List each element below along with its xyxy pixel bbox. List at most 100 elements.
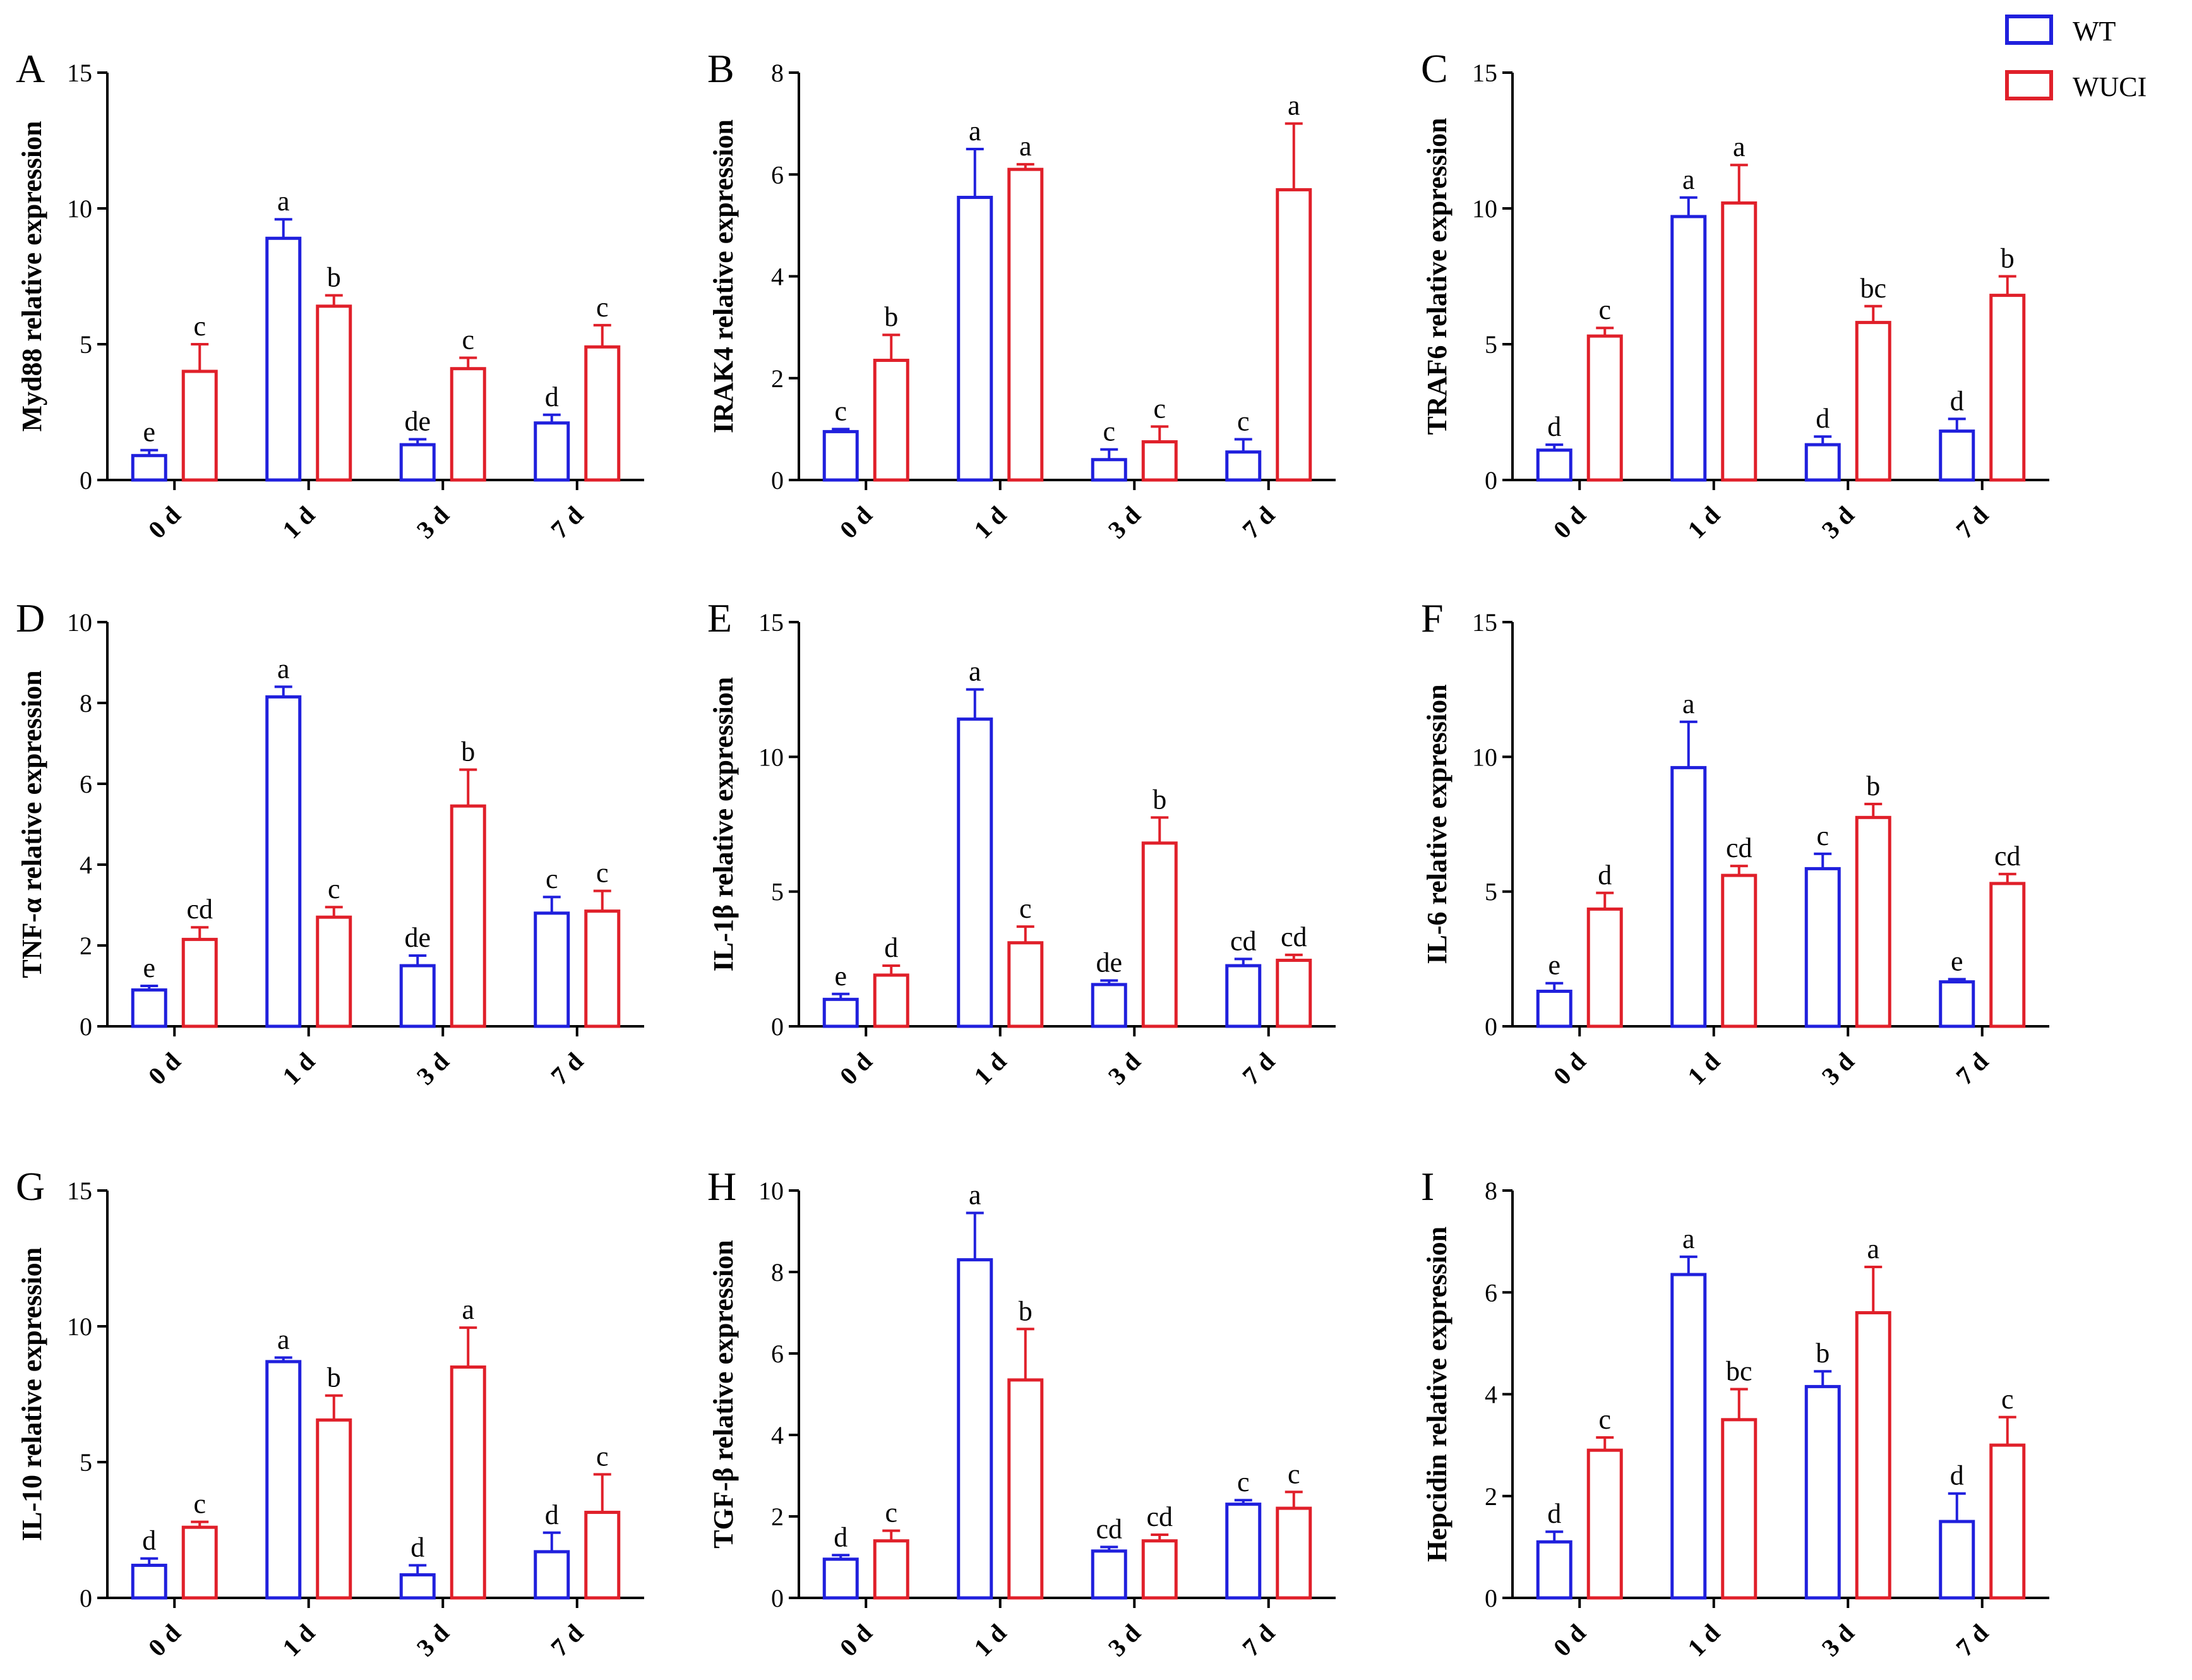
y-tick-label-f: 5 — [1485, 878, 1497, 906]
significance-label-wuci-c: bc — [1860, 273, 1886, 304]
bar-wuci-g — [181, 1525, 218, 1600]
panel-e: E IL-1β relative expression 0 5 10 15 0 d e d 1 d… — [707, 596, 1336, 1090]
bar-wuci-a — [181, 369, 218, 482]
x-tick-label-f: 1 d — [1682, 1047, 1725, 1091]
significance-label-wuci-f: b — [1866, 771, 1880, 801]
bar-wt-a — [399, 443, 436, 482]
significance-label-wuci-c: b — [2001, 243, 2015, 274]
y-tick-label-c: 15 — [1472, 59, 1497, 87]
bar-wt-h — [1225, 1503, 1262, 1600]
significance-label-wuci-g: b — [327, 1362, 341, 1393]
y-tick-label-i: 8 — [1485, 1177, 1497, 1205]
panel-letter-i: I — [1421, 1164, 1434, 1209]
y-tick-label-h: 8 — [771, 1258, 784, 1287]
y-tick-label-e: 10 — [758, 743, 784, 771]
bar-wt-g — [265, 1360, 302, 1600]
x-tick-label-h: 7 d — [1237, 1619, 1280, 1662]
significance-label-wt-f: a — [1682, 688, 1695, 719]
significance-label-wt-h: d — [834, 1521, 847, 1552]
significance-label-wuci-d: c — [596, 858, 609, 889]
significance-label-wuci-a: b — [327, 262, 341, 293]
bar-wuci-g — [450, 1365, 486, 1600]
significance-label-wuci-a: c — [596, 292, 609, 323]
significance-label-wt-b: a — [969, 116, 981, 147]
bar-wt-e — [1091, 983, 1127, 1028]
x-tick-label-h: 1 d — [968, 1619, 1012, 1662]
x-tick-label-a: 1 d — [277, 501, 320, 544]
bar-wt-h — [1091, 1549, 1127, 1600]
bar-wuci-c — [1989, 294, 2026, 482]
significance-label-wuci-b: a — [1288, 90, 1300, 121]
bar-wt-f — [1536, 990, 1572, 1028]
significance-label-wuci-d: c — [328, 873, 340, 904]
significance-label-wt-e: a — [969, 656, 981, 687]
x-tick-label-e: 0 d — [834, 1047, 878, 1091]
y-tick-label-f: 10 — [1472, 743, 1497, 771]
bar-wuci-b — [873, 359, 909, 482]
y-axis-title-a: Myd88 relative expression — [16, 121, 47, 431]
bar-wt-b — [957, 196, 993, 482]
x-tick-label-d: 7 d — [545, 1047, 589, 1091]
panel-letter-g: G — [16, 1164, 45, 1209]
y-axis-title-e: IL-1β relative expression — [708, 677, 739, 971]
bar-wt-d — [265, 695, 302, 1028]
bar-wuci-h — [873, 1539, 909, 1600]
bar-wt-i — [1804, 1384, 1841, 1600]
panel-letter-d: D — [16, 596, 45, 640]
bar-wuci-d — [450, 804, 486, 1028]
bar-wuci-c — [1586, 334, 1623, 482]
significance-label-wuci-h: c — [885, 1497, 897, 1528]
bar-wuci-a — [316, 304, 352, 482]
significance-label-wt-g: d — [410, 1532, 424, 1563]
bar-wt-h — [822, 1557, 859, 1600]
significance-label-wt-g: a — [277, 1324, 290, 1355]
y-tick-label-g: 15 — [67, 1177, 92, 1205]
bar-wuci-i — [1989, 1443, 2026, 1600]
legend-item-wuci: WUCI — [2005, 70, 2147, 102]
y-tick-label-f: 0 — [1485, 1012, 1497, 1041]
significance-label-wt-a: d — [545, 381, 559, 412]
panel-d: D TNF-α relative expression 0 2 4 6 8 10 0 d ecd 1… — [16, 596, 644, 1090]
significance-label-wt-f: e — [1951, 945, 1963, 976]
significance-label-wuci-f: d — [1598, 860, 1612, 891]
legend-label-wt: WT — [2073, 16, 2116, 47]
panel-letter-b: B — [707, 46, 734, 91]
significance-label-wt-e: cd — [1230, 925, 1257, 956]
significance-label-wt-i: a — [1682, 1223, 1695, 1254]
significance-label-wuci-e: b — [1153, 784, 1166, 815]
y-tick-label-b: 6 — [771, 160, 784, 189]
x-tick-label-e: 1 d — [968, 1047, 1012, 1091]
y-axis-title-g: IL-10 relative expression — [16, 1247, 47, 1541]
bar-wt-b — [1225, 450, 1262, 482]
legend-item-wt: WT — [2005, 15, 2116, 47]
significance-label-wuci-a: c — [462, 325, 474, 356]
significance-label-wt-f: c — [1816, 820, 1829, 851]
x-tick-label-h: 0 d — [834, 1619, 878, 1662]
panel-f: F IL-6 relative expression 0 5 10 15 0 d e d 1 d a… — [1421, 596, 2049, 1090]
legend: WT WUCI — [2005, 15, 2147, 102]
significance-label-wuci-b: c — [1153, 393, 1166, 424]
significance-label-wt-b: c — [834, 395, 847, 426]
bar-wt-d — [399, 964, 436, 1028]
significance-label-wt-h: c — [1237, 1467, 1250, 1497]
significance-label-wuci-g: c — [193, 1489, 206, 1520]
bar-wt-c — [1670, 215, 1707, 482]
bar-wuci-e — [873, 973, 909, 1028]
y-tick-label-i: 2 — [1485, 1482, 1497, 1511]
significance-label-wt-e: de — [1096, 947, 1122, 978]
y-tick-label-e: 5 — [771, 878, 784, 906]
significance-label-wt-a: e — [143, 417, 155, 448]
y-tick-label-d: 6 — [80, 770, 92, 798]
y-tick-label-g: 10 — [67, 1312, 92, 1341]
bar-wt-d — [534, 911, 570, 1028]
y-tick-label-d: 2 — [80, 932, 92, 960]
significance-label-wt-e: e — [834, 961, 847, 992]
bar-wt-e — [1225, 964, 1262, 1028]
y-tick-label-a: 5 — [80, 330, 92, 359]
bar-wt-i — [1670, 1273, 1707, 1600]
panel-letter-e: E — [707, 596, 732, 640]
y-tick-label-b: 0 — [771, 466, 784, 495]
panel-a: A Myd88 relative expression 0 5 10 15 0 d e c 1 d… — [16, 46, 644, 544]
bar-wuci-d — [316, 915, 352, 1028]
significance-label-wt-d: de — [404, 922, 431, 953]
